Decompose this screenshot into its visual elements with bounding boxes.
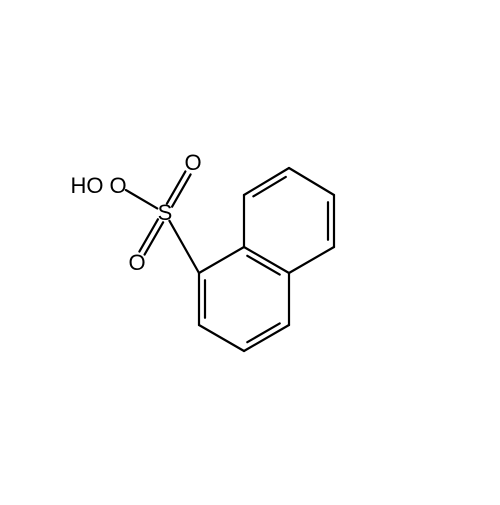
atom-label: S <box>158 200 173 226</box>
atom-label: O <box>128 250 145 276</box>
atom-label: O <box>184 150 201 176</box>
atom-label: HO <box>71 173 104 199</box>
atom-label: O <box>109 173 126 199</box>
molecule-canvas: SOOOHO <box>0 0 500 500</box>
molecule-svg <box>0 0 500 500</box>
